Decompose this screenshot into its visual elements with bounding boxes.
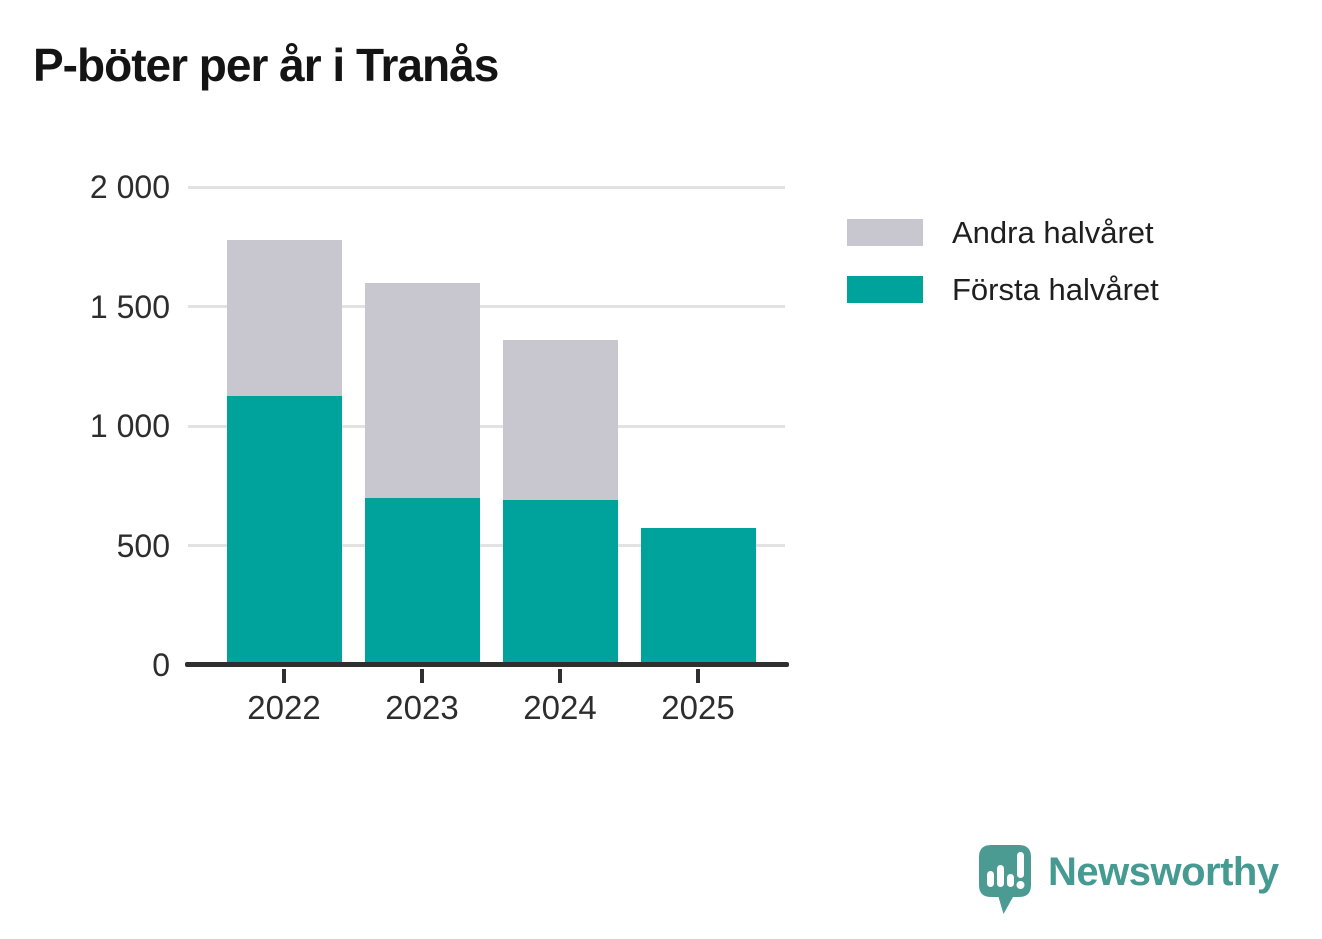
legend-item-forsta-halvaret: Första halvåret bbox=[847, 272, 1159, 307]
y-axis-tick-label: 0 bbox=[152, 647, 170, 683]
newsworthy-logo-icon bbox=[979, 845, 1031, 914]
x-axis-tick-2024 bbox=[558, 669, 562, 683]
plot-area: 0 500 1 000 1 500 2 000 2022 2023 2024 2025 bbox=[90, 169, 789, 726]
bar-segment-2025-f-rsta-halv-ret bbox=[640, 527, 756, 665]
legend-label: Första halvåret bbox=[952, 271, 1159, 307]
bar-segment-2022-andra-halv-ret bbox=[226, 239, 342, 397]
newsworthy-logo-text: Newsworthy bbox=[1048, 850, 1279, 894]
x-axis-tick-label: 2022 bbox=[247, 689, 321, 726]
legend-item-andra-halvaret: Andra halvåret bbox=[847, 215, 1159, 250]
bar-segment-2024-f-rsta-halv-ret bbox=[502, 500, 618, 665]
x-axis-tick-2022 bbox=[282, 669, 286, 683]
y-axis-tick-label: 1 000 bbox=[89, 408, 170, 444]
bar-segment-2023-andra-halv-ret bbox=[364, 282, 480, 498]
y-axis-tick-label: 500 bbox=[116, 527, 170, 564]
bar-segment-2024-andra-halv-ret bbox=[502, 339, 618, 501]
x-axis-tick-2025 bbox=[696, 669, 700, 683]
x-axis-tick-label: 2023 bbox=[385, 689, 459, 726]
newsworthy-branding: Newsworthy bbox=[977, 843, 1279, 917]
bar-segment-2022-f-rsta-halv-ret bbox=[226, 396, 342, 665]
x-axis-tick-2023 bbox=[420, 669, 424, 683]
x-axis-tick-label: 2024 bbox=[523, 689, 597, 726]
legend-label: Andra halvåret bbox=[952, 214, 1154, 250]
gridline-1500 bbox=[188, 305, 785, 308]
bar-segment-2023-f-rsta-halv-ret bbox=[364, 497, 480, 665]
y-axis-tick-label: 2 000 bbox=[89, 169, 170, 205]
legend: Andra halvåret Första halvåret bbox=[847, 215, 1159, 333]
legend-swatch-andra-halvaret bbox=[847, 219, 923, 246]
legend-swatch-forsta-halvaret bbox=[847, 276, 923, 303]
gridline-2000 bbox=[188, 185, 785, 189]
x-axis-line bbox=[185, 662, 789, 667]
y-axis-tick-label: 1 500 bbox=[89, 288, 170, 325]
gridline-1000 bbox=[188, 424, 785, 428]
x-axis-tick-label: 2025 bbox=[661, 689, 735, 726]
gridline-500 bbox=[188, 544, 785, 547]
chart-title: P-böter per år i Tranås bbox=[33, 39, 499, 91]
